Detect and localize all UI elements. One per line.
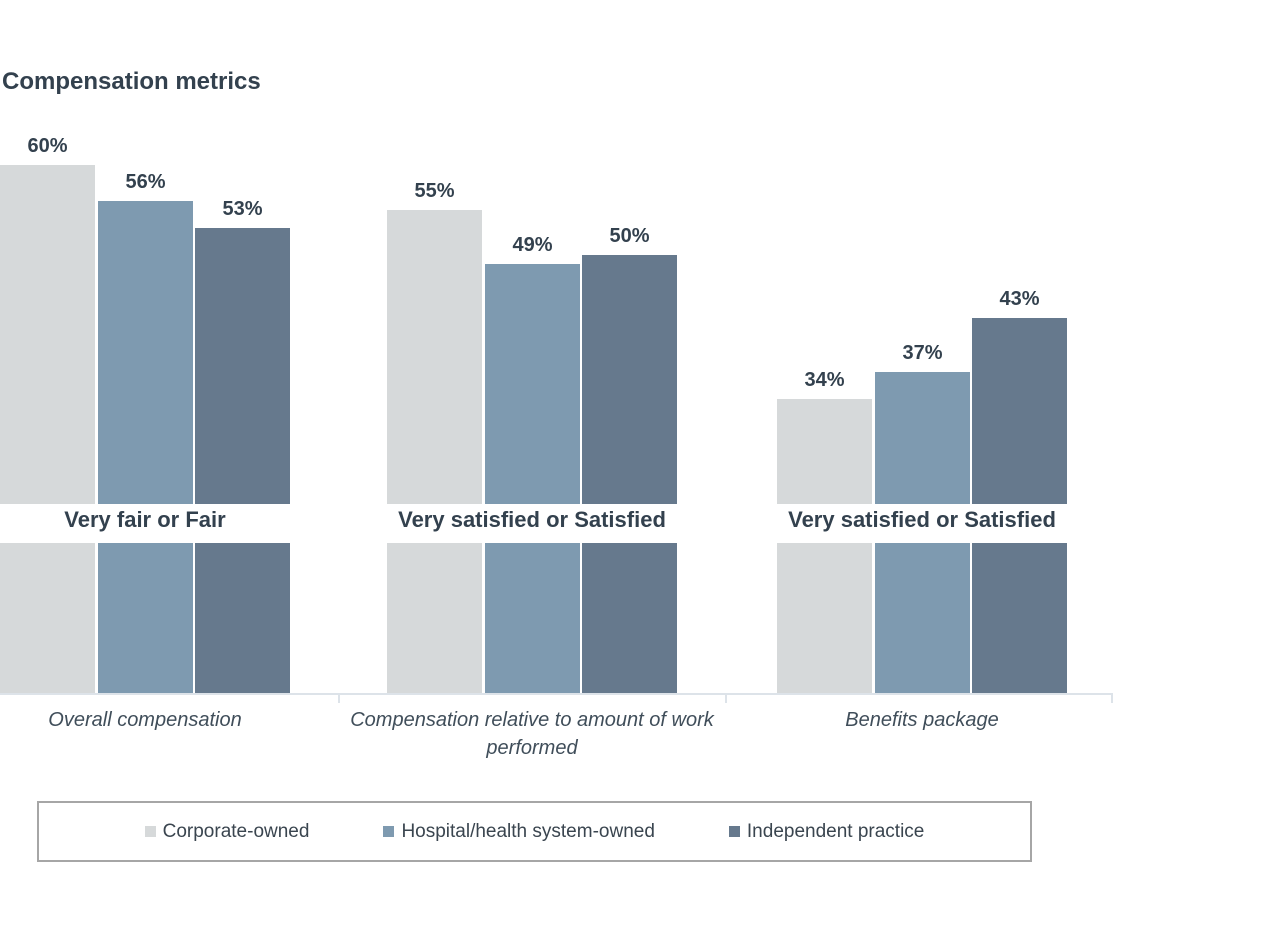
legend: Corporate-owned Hospital/health system-o… (37, 801, 1032, 862)
bar-group1-series1 (0, 165, 95, 504)
solid-block-group2-series1 (387, 543, 482, 693)
x-axis-tick (725, 695, 727, 703)
bar-group1-series3 (195, 228, 290, 504)
bar-group3-series3 (972, 318, 1067, 504)
bar-group2-series3 (582, 255, 677, 504)
bar-value-label: 34% (804, 369, 845, 391)
bar-value-label: 56% (125, 171, 166, 193)
chart-title: Compensation metrics (2, 68, 261, 95)
group-sublabel: Very fair or Fair (64, 507, 226, 532)
bar-group2-series1 (387, 210, 482, 504)
solid-block-group3-series2 (875, 543, 970, 693)
bar-group3-series2 (875, 372, 970, 504)
solid-block-group3-series1 (777, 543, 872, 693)
bar-group2-series2 (485, 264, 580, 504)
solid-block-group2-series2 (485, 543, 580, 693)
legend-swatch-hospital-owned (383, 826, 395, 837)
bar-value-label: 50% (609, 225, 650, 247)
bar-value-label: 53% (222, 198, 263, 220)
group-sublabel: Very satisfied or Satisfied (788, 507, 1056, 532)
category-label: Benefits package (845, 709, 999, 731)
solid-block-group2-series3 (582, 543, 677, 693)
category-label: Overall compensation (48, 709, 242, 731)
bar-value-label: 43% (999, 288, 1040, 310)
legend-item-independent-practice: Independent practice (728, 820, 925, 843)
legend-swatch-corporate-owned (144, 826, 156, 837)
legend-label: Independent practice (746, 820, 925, 842)
bar-group1-series2 (98, 201, 193, 504)
legend-swatch-independent-practice (728, 826, 740, 837)
legend-item-hospital-owned: Hospital/health system-owned (383, 820, 655, 843)
bar-value-label: 49% (512, 234, 553, 256)
legend-label: Corporate-owned (162, 820, 310, 842)
bar-group3-series1 (777, 399, 872, 504)
bar-value-label: 37% (902, 342, 943, 364)
legend-label: Hospital/health system-owned (401, 820, 655, 842)
solid-block-group1-series2 (98, 543, 193, 693)
x-axis-tick (1111, 695, 1113, 703)
bar-value-label: 60% (27, 135, 68, 157)
category-label: Compensation relative to amount of work … (350, 709, 714, 759)
bar-value-label: 55% (414, 180, 455, 202)
solid-block-group1-series1 (0, 543, 95, 693)
x-axis-line (0, 693, 1113, 695)
solid-block-group1-series3 (195, 543, 290, 693)
x-axis-tick (338, 695, 340, 703)
solid-block-group3-series3 (972, 543, 1067, 693)
legend-item-corporate-owned: Corporate-owned (144, 820, 310, 843)
group-sublabel: Very satisfied or Satisfied (398, 507, 666, 532)
